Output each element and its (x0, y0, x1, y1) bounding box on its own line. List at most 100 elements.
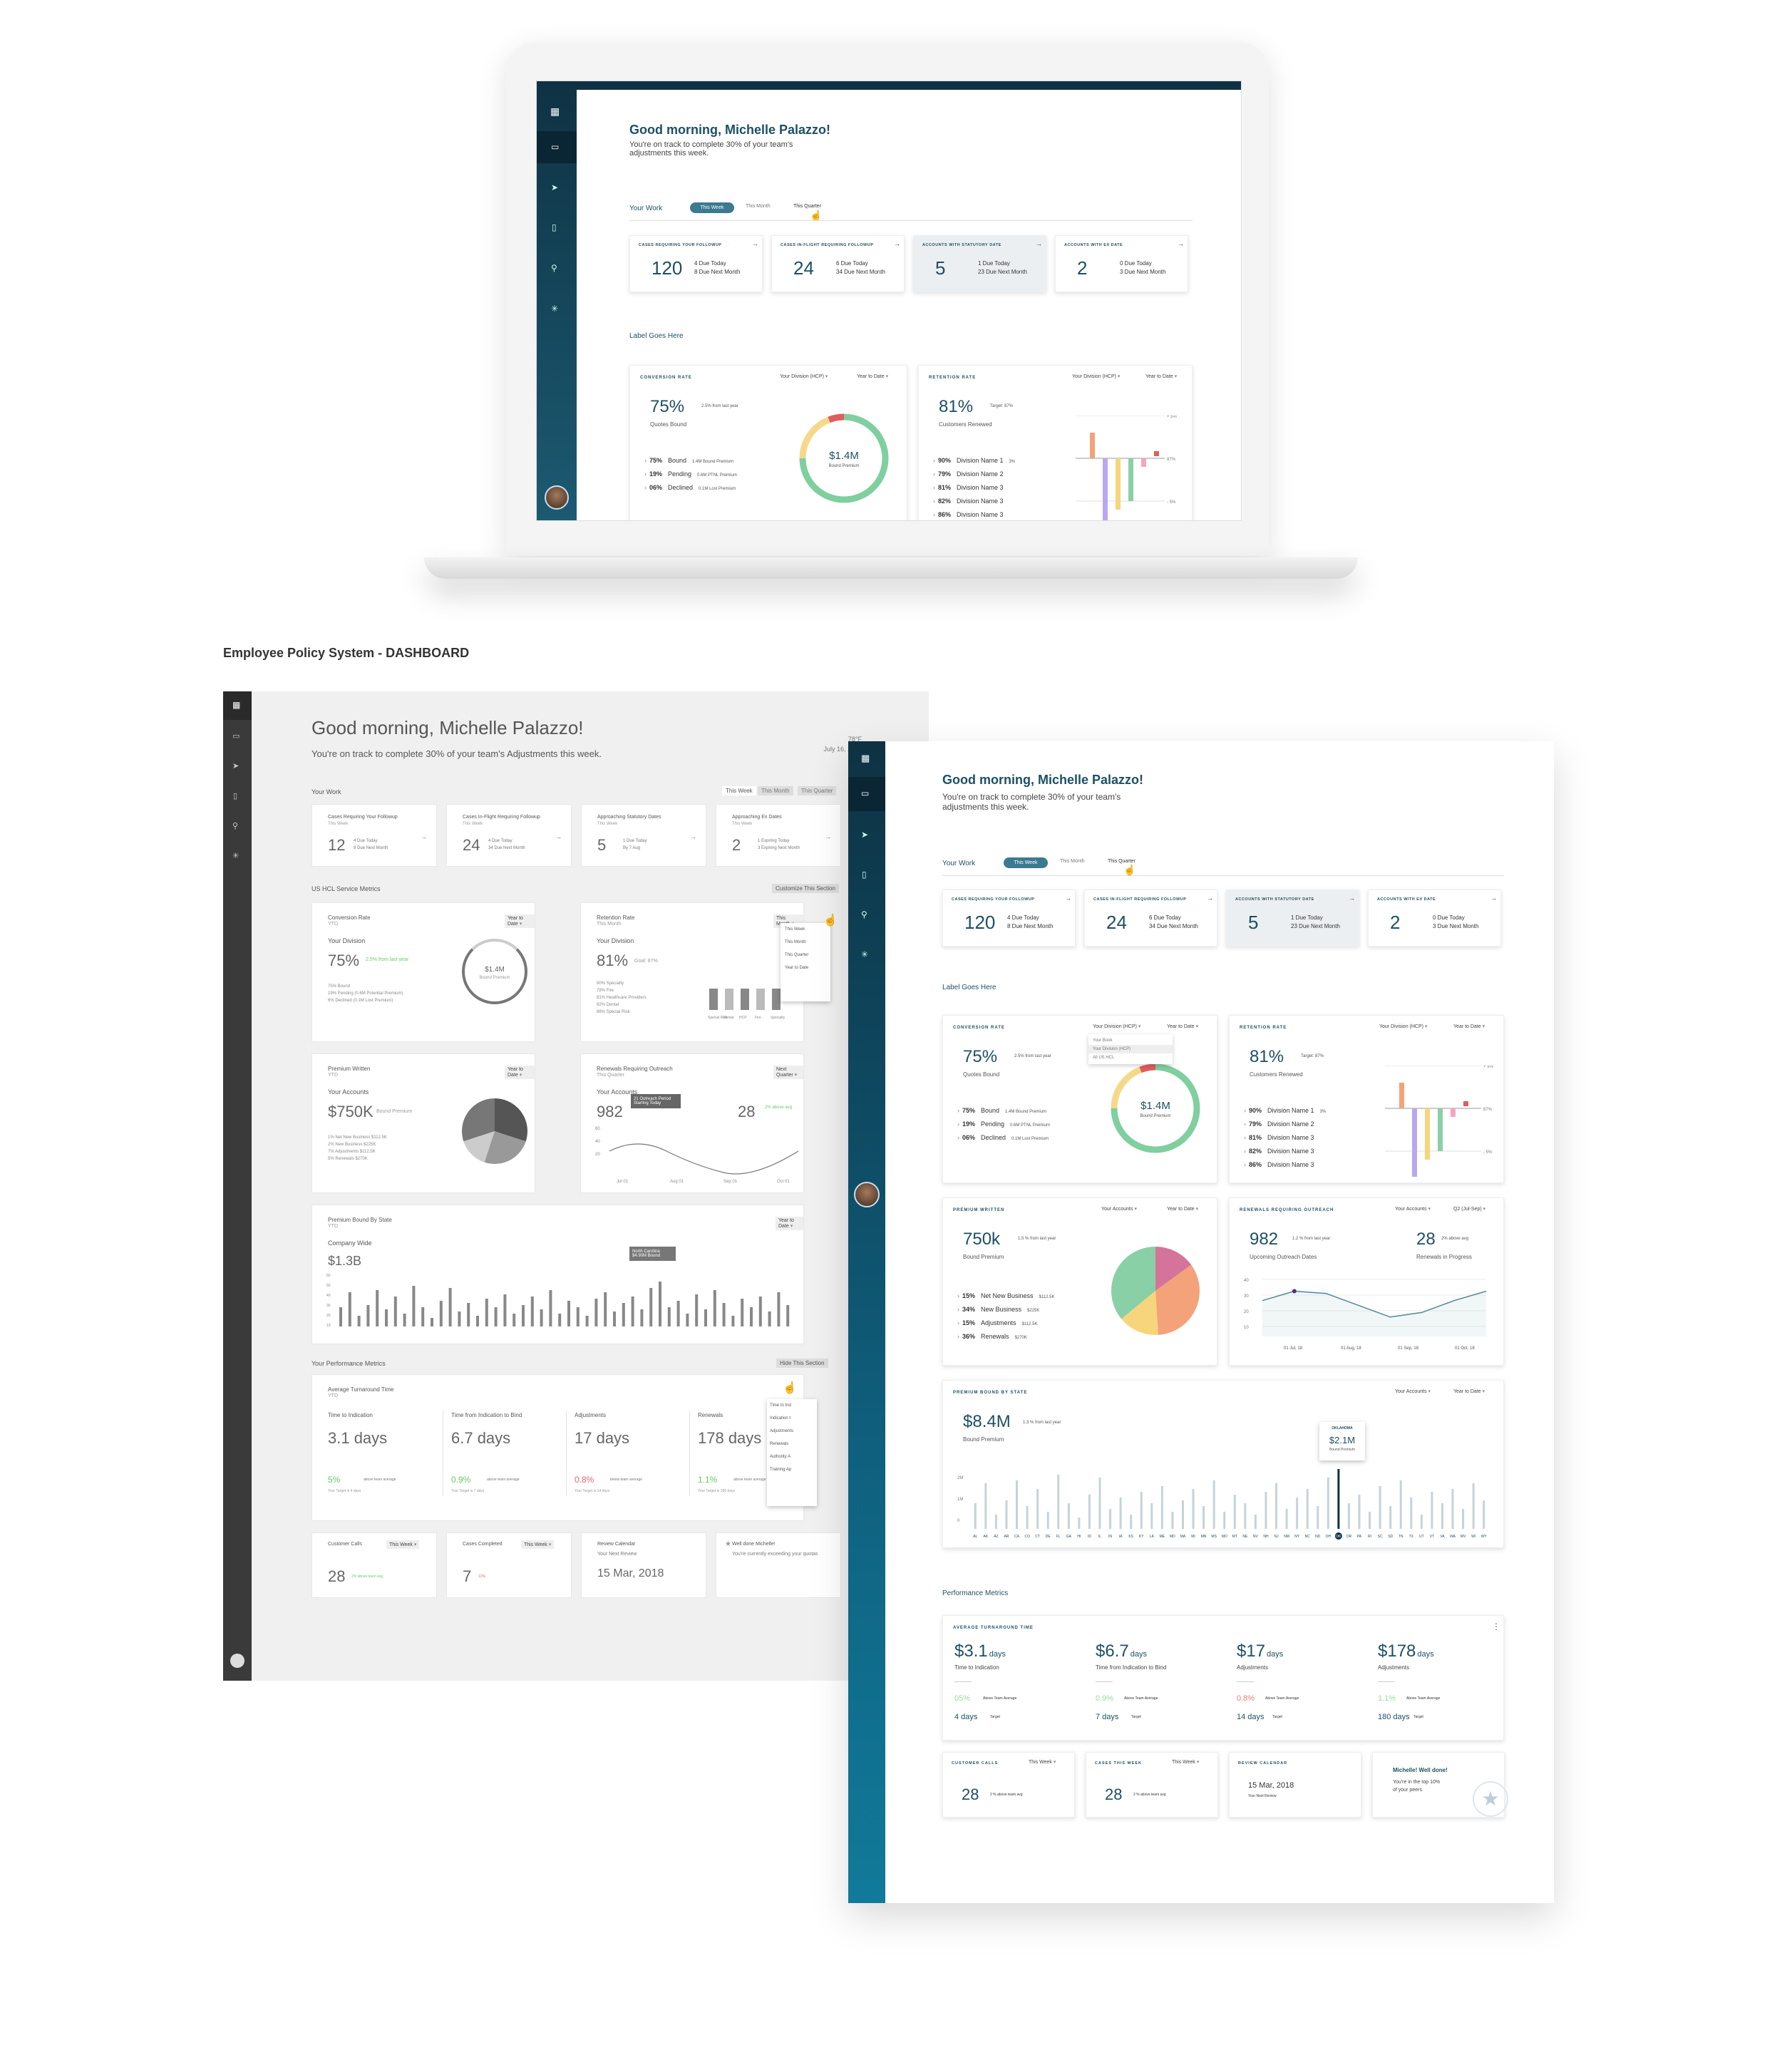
state-label[interactable]: MO (1222, 1535, 1227, 1539)
state-label[interactable]: GA (1066, 1535, 1072, 1539)
work-card[interactable]: ACCOUNTS WITH STATUTORY DATE → 5 1 Due Toda… (913, 235, 1046, 292)
search-icon[interactable]: ⚲ (551, 263, 557, 273)
state-bar[interactable] (1462, 1509, 1465, 1529)
state-bar[interactable] (1078, 1517, 1081, 1529)
period-dropdown[interactable]: Q2 (Jul-Sep) (1453, 1206, 1485, 1212)
state-bar[interactable] (530, 1297, 534, 1326)
state-bar[interactable] (722, 1303, 726, 1326)
state-bar[interactable] (1347, 1503, 1350, 1529)
state-label[interactable]: AK (984, 1535, 989, 1539)
work-card[interactable]: Cases In-Flight Requiring Followup This W… (446, 804, 572, 867)
period-dropdown[interactable]: Year to Date (1167, 1206, 1198, 1212)
state-bar[interactable] (994, 1515, 997, 1529)
state-label[interactable]: OH (1326, 1535, 1332, 1539)
state-bar[interactable] (1005, 1500, 1008, 1529)
arrow-right-icon[interactable]: → (555, 833, 562, 840)
period-dropdown[interactable]: Year to Date (1145, 373, 1177, 379)
tab-this-week[interactable]: This Week (690, 202, 734, 213)
state-bar[interactable] (357, 1316, 361, 1326)
state-bar[interactable] (786, 1305, 790, 1326)
state-label[interactable]: VA (1440, 1535, 1445, 1539)
state-bar[interactable] (1057, 1475, 1060, 1529)
state-bar[interactable] (1067, 1503, 1070, 1529)
state-bar[interactable] (1317, 1506, 1319, 1529)
state-bar[interactable] (1327, 1478, 1329, 1529)
state-label[interactable]: MN (1201, 1535, 1207, 1539)
state-label[interactable]: TX (1409, 1535, 1414, 1539)
state-bar[interactable] (1181, 1500, 1184, 1529)
menu-item[interactable]: Year to Date (785, 966, 809, 970)
state-bar[interactable] (758, 1297, 762, 1326)
state-bar[interactable] (576, 1307, 580, 1326)
logo-icon[interactable]: ▦ (861, 753, 870, 763)
work-card[interactable]: ACCOUNTS WITH STATUTORY DATE → 5 1 Due Toda… (1226, 890, 1359, 947)
state-bar[interactable] (604, 1292, 607, 1326)
state-label[interactable]: CT (1035, 1535, 1040, 1539)
menu-item[interactable]: Your Book (1093, 1038, 1113, 1043)
tab-this-week[interactable]: This Week (1004, 857, 1048, 868)
state-bar[interactable] (1130, 1515, 1133, 1529)
tab-this-month[interactable]: This Month (1060, 859, 1085, 864)
state-bar[interactable] (768, 1311, 771, 1326)
state-bar[interactable] (649, 1288, 653, 1326)
network-icon[interactable]: ✳ (232, 852, 240, 860)
menu-item[interactable]: All US HCL (1093, 1056, 1115, 1060)
work-card[interactable]: CASES IN-FLIGHT REQUIRING FOLLOWUP → 24 6 D… (1084, 890, 1217, 947)
state-bar[interactable] (1451, 1489, 1454, 1529)
state-bar[interactable] (631, 1297, 634, 1326)
book-icon[interactable]: ▯ (862, 870, 867, 880)
state-bar[interactable] (1119, 1498, 1122, 1529)
work-card[interactable]: CASES REQUIRING YOUR FOLLOWUP → 120 4 Due T… (629, 235, 763, 292)
state-label[interactable]: NV (1253, 1535, 1259, 1539)
menu-item[interactable]: Training Ap (770, 1468, 792, 1472)
send-icon[interactable]: ➤ (551, 182, 559, 192)
menu-item[interactable]: Indication t (770, 1416, 791, 1421)
state-label[interactable]: CA (1014, 1535, 1020, 1539)
state-bar[interactable] (385, 1309, 388, 1326)
state-bar[interactable] (1140, 1492, 1143, 1529)
state-bar[interactable] (503, 1294, 507, 1326)
menu-item[interactable]: This Month (785, 940, 806, 944)
state-bar[interactable] (741, 1299, 744, 1326)
state-bar[interactable] (686, 1314, 689, 1326)
tab-this-month[interactable]: This Month (746, 204, 771, 209)
state-label[interactable]: FL (1056, 1535, 1061, 1539)
state-bar[interactable] (1254, 1515, 1257, 1529)
work-card[interactable]: CASES IN-FLIGHT REQUIRING FOLLOWUP → 24 6 D… (771, 235, 905, 292)
state-bar[interactable] (1036, 1489, 1039, 1529)
tab-this-month[interactable]: This Month (758, 786, 793, 795)
state-label[interactable]: AL (973, 1535, 977, 1539)
state-bar[interactable] (540, 1309, 543, 1326)
state-bar[interactable] (448, 1288, 452, 1326)
state-bar[interactable] (1285, 1509, 1288, 1529)
state-bar[interactable] (412, 1286, 416, 1326)
state-label[interactable]: ND (1315, 1535, 1321, 1539)
customize-button[interactable]: Customize This Section (772, 884, 839, 893)
work-card[interactable]: Approaching Ex Dates This Week 2 1 Expiring… (716, 804, 841, 867)
state-bar[interactable] (439, 1301, 443, 1326)
arrow-right-icon[interactable]: → (690, 833, 696, 840)
division-dropdown[interactable]: Your Division (HCP) (1072, 373, 1120, 379)
state-bar[interactable] (431, 1318, 433, 1326)
state-bar[interactable] (594, 1299, 598, 1326)
state-bar[interactable] (1088, 1495, 1091, 1529)
division-dropdown[interactable]: Your Division (HCP) (1379, 1024, 1427, 1029)
work-card[interactable]: ACCOUNTS WITH EX DATE → 2 0 Due Today 3 Due … (1368, 890, 1501, 947)
state-bar[interactable] (476, 1316, 479, 1326)
state-bar[interactable] (713, 1290, 716, 1326)
state-bar[interactable] (1265, 1492, 1267, 1529)
state-bar[interactable] (622, 1303, 625, 1326)
state-bar[interactable] (421, 1307, 425, 1326)
arrow-right-icon[interactable]: → (421, 833, 427, 840)
state-label[interactable]: WI (1471, 1535, 1475, 1539)
arrow-right-icon[interactable]: → (1178, 240, 1184, 247)
state-label[interactable]: NH (1263, 1535, 1269, 1539)
state-bar[interactable] (549, 1290, 552, 1326)
state-bar[interactable] (1306, 1489, 1309, 1529)
menu-item[interactable]: This Quarter (785, 953, 809, 957)
state-bar[interactable] (1202, 1506, 1205, 1529)
tab-this-week[interactable]: This Week (722, 786, 756, 795)
state-bar[interactable] (403, 1314, 406, 1326)
period-dropdown[interactable]: Year to Date (776, 1217, 803, 1230)
arrow-right-icon[interactable]: → (825, 833, 831, 840)
